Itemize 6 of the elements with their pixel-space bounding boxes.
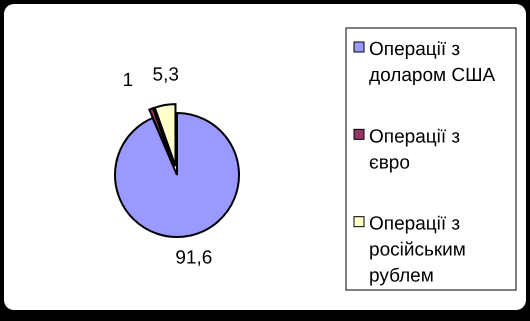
data-label: 1 [122, 70, 134, 91]
legend-label: Операції з доларом США [369, 39, 496, 86]
data-label: 5,3 [152, 64, 179, 86]
legend-label: Операції з російським рублем [369, 214, 466, 287]
data-label: 91,6 [175, 247, 212, 268]
legend-label: Операції з євро [369, 126, 460, 174]
